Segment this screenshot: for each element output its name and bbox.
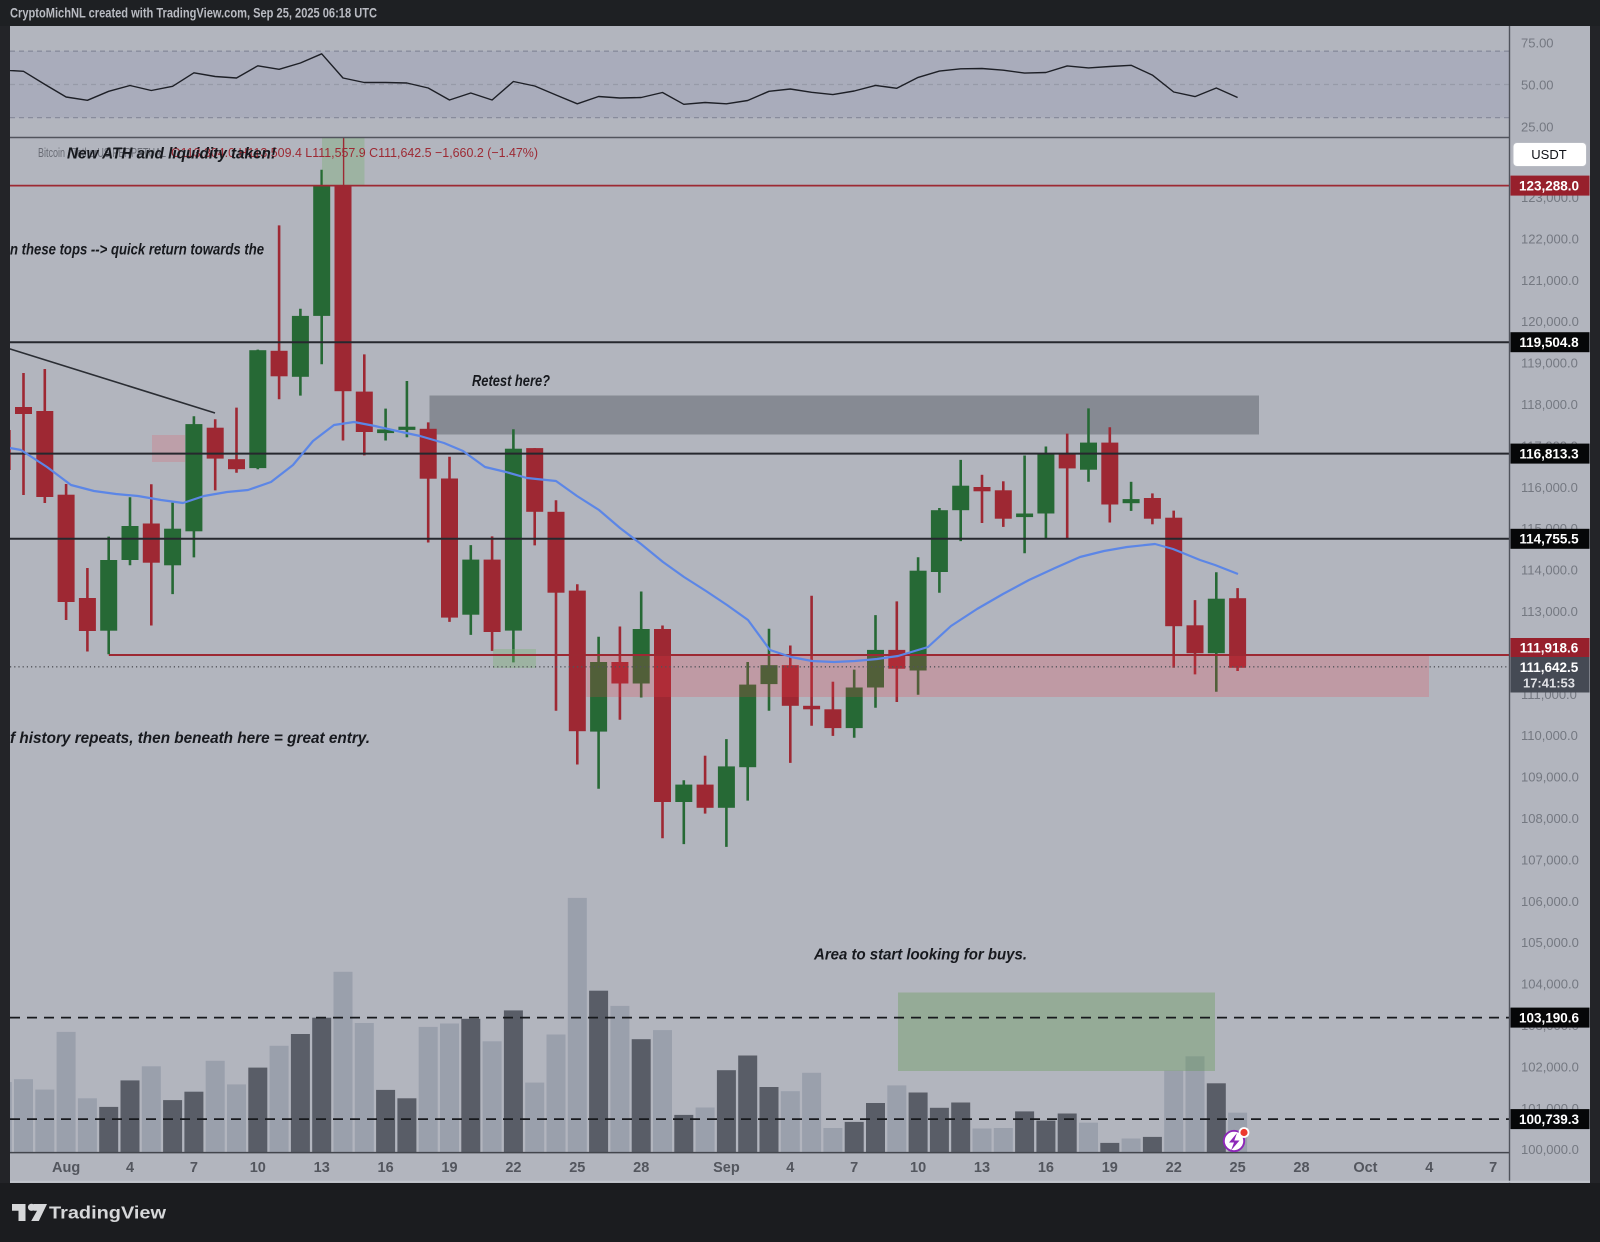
svg-text:13: 13 bbox=[974, 1160, 990, 1176]
svg-text:22: 22 bbox=[505, 1160, 521, 1176]
svg-text:114,755.5: 114,755.5 bbox=[1519, 532, 1579, 547]
svg-text:119,504.8: 119,504.8 bbox=[1519, 335, 1579, 350]
svg-text:102,000.0: 102,000.0 bbox=[1521, 1059, 1579, 1074]
svg-text:19: 19 bbox=[1102, 1160, 1118, 1176]
svg-text:100,739.3: 100,739.3 bbox=[1519, 1112, 1580, 1127]
svg-text:122,000.0: 122,000.0 bbox=[1521, 231, 1579, 246]
svg-text:16: 16 bbox=[378, 1160, 394, 1176]
svg-text:Aug: Aug bbox=[52, 1160, 80, 1176]
svg-text:111,918.6: 111,918.6 bbox=[1520, 640, 1579, 655]
svg-text:7: 7 bbox=[190, 1160, 198, 1176]
svg-text:107,000.0: 107,000.0 bbox=[1521, 852, 1579, 867]
svg-text:Bitcoin / TetherUS PERPETUAL: Bitcoin / TetherUS PERPETUAL bbox=[38, 145, 166, 160]
svg-text:103,190.6: 103,190.6 bbox=[1519, 1010, 1580, 1025]
svg-text:22: 22 bbox=[1166, 1160, 1182, 1176]
svg-text:19: 19 bbox=[441, 1160, 457, 1176]
svg-text:119,000.0: 119,000.0 bbox=[1521, 356, 1578, 371]
svg-text:25.00: 25.00 bbox=[1521, 119, 1554, 134]
svg-text:New ATH and liquidity taken!: New ATH and liquidity taken! bbox=[67, 146, 276, 163]
svg-text:TradingView: TradingView bbox=[49, 1203, 166, 1223]
svg-text:106,000.0: 106,000.0 bbox=[1521, 894, 1579, 909]
svg-text:Sep: Sep bbox=[713, 1160, 740, 1176]
svg-text:123,288.0: 123,288.0 bbox=[1519, 178, 1579, 193]
svg-text:4: 4 bbox=[1425, 1160, 1433, 1176]
svg-text:105,000.0: 105,000.0 bbox=[1521, 935, 1579, 950]
svg-text:28: 28 bbox=[633, 1160, 649, 1176]
svg-text:50.00: 50.00 bbox=[1521, 78, 1554, 93]
svg-text:13: 13 bbox=[314, 1160, 330, 1176]
svg-text:4: 4 bbox=[786, 1160, 794, 1176]
svg-text:104,000.0: 104,000.0 bbox=[1521, 977, 1579, 992]
svg-text:120,000.0: 120,000.0 bbox=[1521, 314, 1579, 329]
svg-text:121,000.0: 121,000.0 bbox=[1521, 273, 1579, 288]
svg-text:Retest here?: Retest here? bbox=[472, 373, 550, 390]
svg-text:CryptoMichNL created with Trad: CryptoMichNL created with TradingView.co… bbox=[10, 6, 377, 21]
svg-text:116,000.0: 116,000.0 bbox=[1521, 480, 1578, 495]
svg-text:16: 16 bbox=[1038, 1160, 1054, 1176]
svg-text:75.00: 75.00 bbox=[1521, 36, 1554, 51]
svg-text:118,000.0: 118,000.0 bbox=[1521, 397, 1578, 412]
svg-text:113,000.0: 113,000.0 bbox=[1521, 604, 1578, 619]
svg-text:10: 10 bbox=[910, 1160, 926, 1176]
svg-text:28: 28 bbox=[1293, 1160, 1309, 1176]
svg-text:111,642.5: 111,642.5 bbox=[1520, 660, 1579, 675]
svg-text:114,000.0: 114,000.0 bbox=[1521, 563, 1578, 578]
svg-text:n these tops --> quick return: n these tops --> quick return towards th… bbox=[10, 242, 264, 259]
svg-text:25: 25 bbox=[1230, 1160, 1246, 1176]
svg-text:O113,304.0 H113,509.4 L111,5: O113,304.0 H113,509.4 L111,557.9 C111,64… bbox=[171, 145, 538, 160]
svg-text:USDT: USDT bbox=[1531, 147, 1566, 162]
svg-text:4: 4 bbox=[126, 1160, 134, 1176]
svg-text:10: 10 bbox=[250, 1160, 266, 1176]
svg-text:25: 25 bbox=[569, 1160, 585, 1176]
svg-text:7: 7 bbox=[850, 1160, 858, 1176]
svg-text:7: 7 bbox=[1489, 1160, 1497, 1176]
svg-text:100,000.0: 100,000.0 bbox=[1521, 1142, 1579, 1157]
svg-text:110,000.0: 110,000.0 bbox=[1521, 728, 1578, 743]
svg-text:17:41:53: 17:41:53 bbox=[1523, 676, 1575, 691]
svg-text:Area to start looking for buys: Area to start looking for buys. bbox=[813, 947, 1027, 964]
svg-text:Oct: Oct bbox=[1353, 1160, 1377, 1176]
svg-text:f history repeats, then beneat: f history repeats, then beneath here = g… bbox=[10, 730, 370, 747]
svg-text:108,000.0: 108,000.0 bbox=[1521, 811, 1579, 826]
svg-text:116,813.3: 116,813.3 bbox=[1519, 446, 1579, 461]
svg-text:109,000.0: 109,000.0 bbox=[1521, 770, 1579, 785]
